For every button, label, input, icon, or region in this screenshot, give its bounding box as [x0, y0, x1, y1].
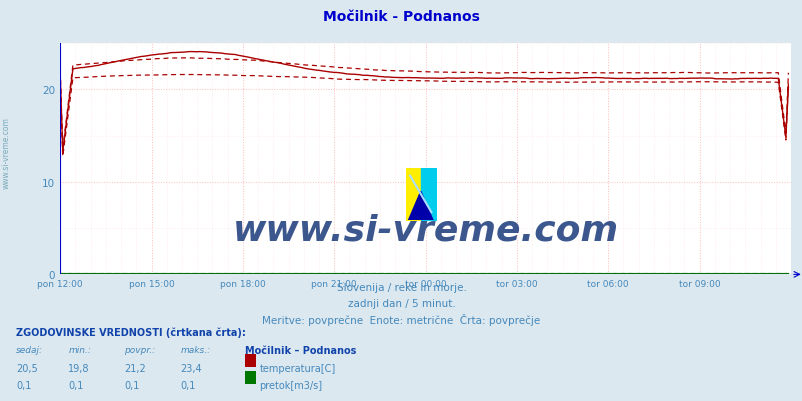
Text: Meritve: povprečne  Enote: metrične  Črta: povprečje: Meritve: povprečne Enote: metrične Črta:…	[262, 313, 540, 325]
Text: 19,8: 19,8	[68, 363, 90, 373]
Text: 0,1: 0,1	[16, 380, 31, 390]
Text: pretok[m3/s]: pretok[m3/s]	[259, 380, 322, 390]
Text: 0,1: 0,1	[68, 380, 83, 390]
Text: ZGODOVINSKE VREDNOSTI (črtkana črta):: ZGODOVINSKE VREDNOSTI (črtkana črta):	[16, 327, 245, 337]
Text: 21,2: 21,2	[124, 363, 146, 373]
Text: zadnji dan / 5 minut.: zadnji dan / 5 minut.	[347, 298, 455, 308]
Text: 0,1: 0,1	[124, 380, 140, 390]
Text: 20,5: 20,5	[16, 363, 38, 373]
Text: Slovenija / reke in morje.: Slovenija / reke in morje.	[336, 283, 466, 293]
Text: sedaj:: sedaj:	[16, 345, 43, 354]
Text: Močilnik - Podnanos: Močilnik - Podnanos	[322, 10, 480, 24]
Text: www.si-vreme.com: www.si-vreme.com	[233, 213, 618, 247]
Text: maks.:: maks.:	[180, 345, 211, 354]
Text: temperatura[C]: temperatura[C]	[259, 363, 335, 373]
Text: 23,4: 23,4	[180, 363, 202, 373]
Text: Močilnik – Podnanos: Močilnik – Podnanos	[245, 345, 356, 355]
Text: www.si-vreme.com: www.si-vreme.com	[2, 117, 11, 188]
Text: 0,1: 0,1	[180, 380, 196, 390]
Text: povpr.:: povpr.:	[124, 345, 156, 354]
Text: min.:: min.:	[68, 345, 91, 354]
Polygon shape	[408, 192, 432, 221]
